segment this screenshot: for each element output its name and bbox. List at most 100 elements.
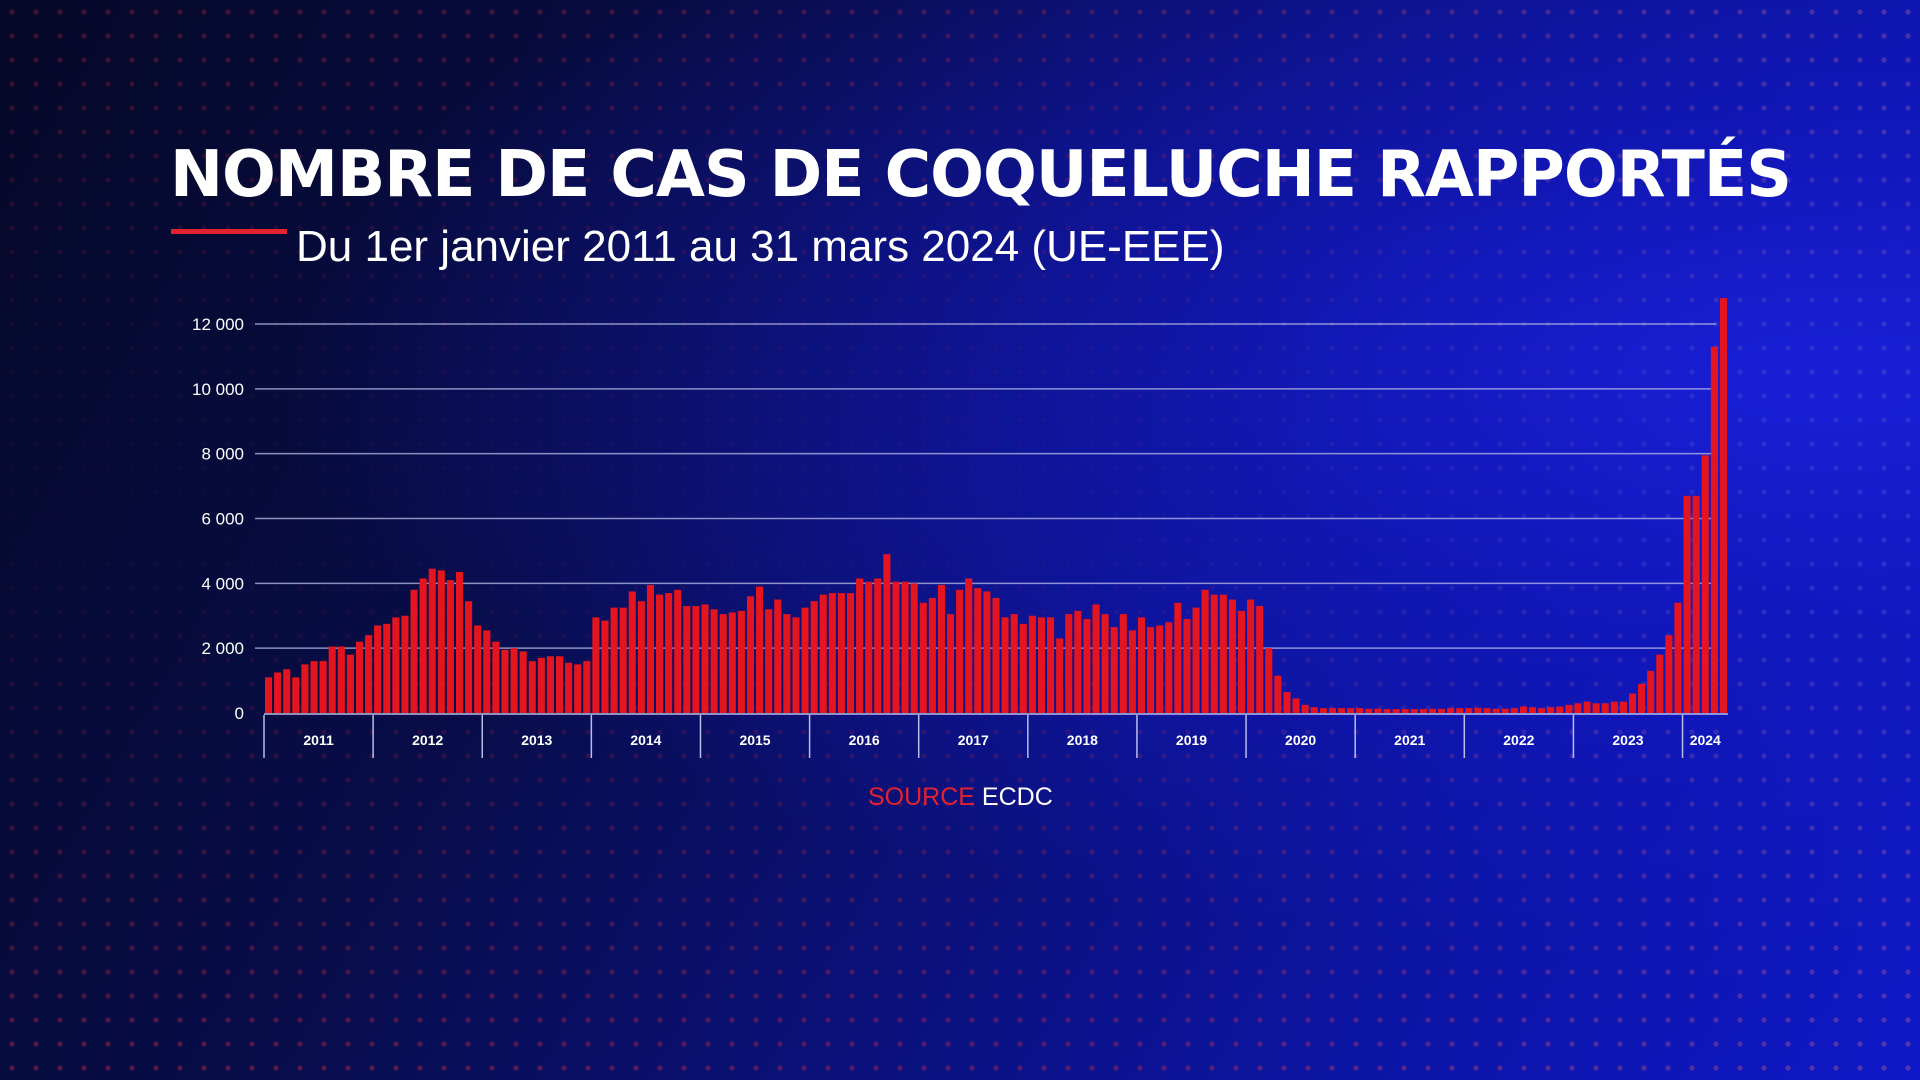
bar [1147, 627, 1155, 713]
bar [1374, 708, 1382, 713]
bar [1710, 346, 1718, 713]
bar [965, 578, 973, 713]
bar [1347, 708, 1355, 713]
y-tick-label: 12 000 [192, 315, 244, 334]
y-tick-label: 8 000 [201, 445, 244, 464]
bar [1519, 706, 1527, 713]
bar [1156, 625, 1164, 713]
bar [483, 630, 491, 713]
bar [874, 578, 882, 713]
bar [1065, 614, 1073, 713]
bar [883, 554, 891, 713]
bar [401, 615, 409, 713]
bar [1001, 617, 1009, 713]
bar [337, 646, 345, 713]
bar [1647, 670, 1655, 713]
chart-title: NOMBRE DE CAS DE COQUELUCHE RAPPORTÉS [170, 138, 1792, 212]
bar [583, 661, 591, 713]
x-tick-label: 2011 [303, 732, 334, 748]
bar [765, 609, 773, 713]
bar [1428, 708, 1437, 713]
bar [1538, 708, 1546, 713]
bar [946, 614, 955, 713]
x-tick-label: 2015 [739, 732, 770, 748]
bar [892, 581, 900, 713]
bar [1419, 709, 1427, 713]
bar [1028, 615, 1036, 713]
bar [983, 591, 991, 713]
bar [1283, 691, 1291, 713]
bar [810, 601, 818, 713]
bar [756, 586, 764, 713]
bar [328, 646, 336, 713]
bar [665, 593, 673, 713]
bar [783, 614, 791, 713]
bar [910, 583, 918, 713]
bar [346, 654, 354, 713]
bar [419, 578, 427, 713]
bar [392, 617, 400, 713]
y-axis-ticks: 0 2 000 4 000 6 000 8 000 10 000 12 000 [192, 315, 244, 723]
bar [1219, 594, 1227, 713]
bar [546, 656, 554, 713]
bar [301, 664, 309, 713]
y-tick-label: 0 [235, 704, 244, 723]
bar [1438, 708, 1446, 713]
bar [1292, 698, 1300, 713]
bar [374, 625, 382, 713]
y-tick-label: 4 000 [201, 574, 244, 593]
bar [1192, 607, 1200, 713]
bar [1265, 648, 1273, 713]
bar [828, 593, 836, 713]
bar [383, 623, 391, 713]
bar [1592, 703, 1600, 713]
bar [1610, 701, 1618, 713]
bar [1656, 654, 1664, 713]
bar [1692, 495, 1700, 713]
bar [465, 601, 473, 713]
x-tick-label: 2017 [958, 732, 989, 748]
bar [310, 661, 318, 713]
bar [1056, 638, 1064, 713]
bar [1310, 707, 1318, 713]
bar [437, 570, 445, 713]
bar [1401, 709, 1409, 713]
x-tick-label: 2021 [1394, 732, 1425, 748]
bar [837, 593, 845, 713]
y-tick-label: 6 000 [201, 510, 244, 529]
bar [1165, 622, 1173, 713]
bar [319, 661, 327, 713]
bar [819, 594, 827, 713]
bar [1319, 708, 1327, 713]
bar [510, 648, 518, 713]
bar [592, 617, 600, 713]
bar [1356, 708, 1364, 713]
bar [1201, 589, 1209, 713]
bar [1110, 627, 1118, 713]
x-tick-label: 2018 [1067, 732, 1098, 748]
bar [1019, 623, 1027, 713]
bar [1665, 635, 1673, 713]
bar [1174, 602, 1182, 713]
bar [1010, 614, 1018, 713]
title-accent-line [171, 229, 287, 234]
bar [1574, 703, 1582, 713]
bar [365, 635, 373, 713]
x-tick-label: 2024 [1690, 732, 1721, 748]
bar [1456, 708, 1464, 713]
bar [574, 664, 582, 713]
x-tick-label: 2020 [1285, 732, 1316, 748]
source-value: ECDC [981, 783, 1053, 811]
x-axis: 2011 2012 2013 2014 2015 2016 2017 2018 2019 2020… [263, 713, 1728, 758]
bar [774, 599, 782, 713]
x-tick-label: 2023 [1612, 732, 1643, 748]
bar [901, 581, 909, 713]
bar [355, 641, 364, 713]
bar [628, 591, 636, 713]
bar [610, 607, 618, 713]
bar [1465, 708, 1473, 713]
bar [555, 656, 564, 713]
bar [701, 604, 709, 713]
x-tick-label: 2022 [1503, 732, 1534, 748]
